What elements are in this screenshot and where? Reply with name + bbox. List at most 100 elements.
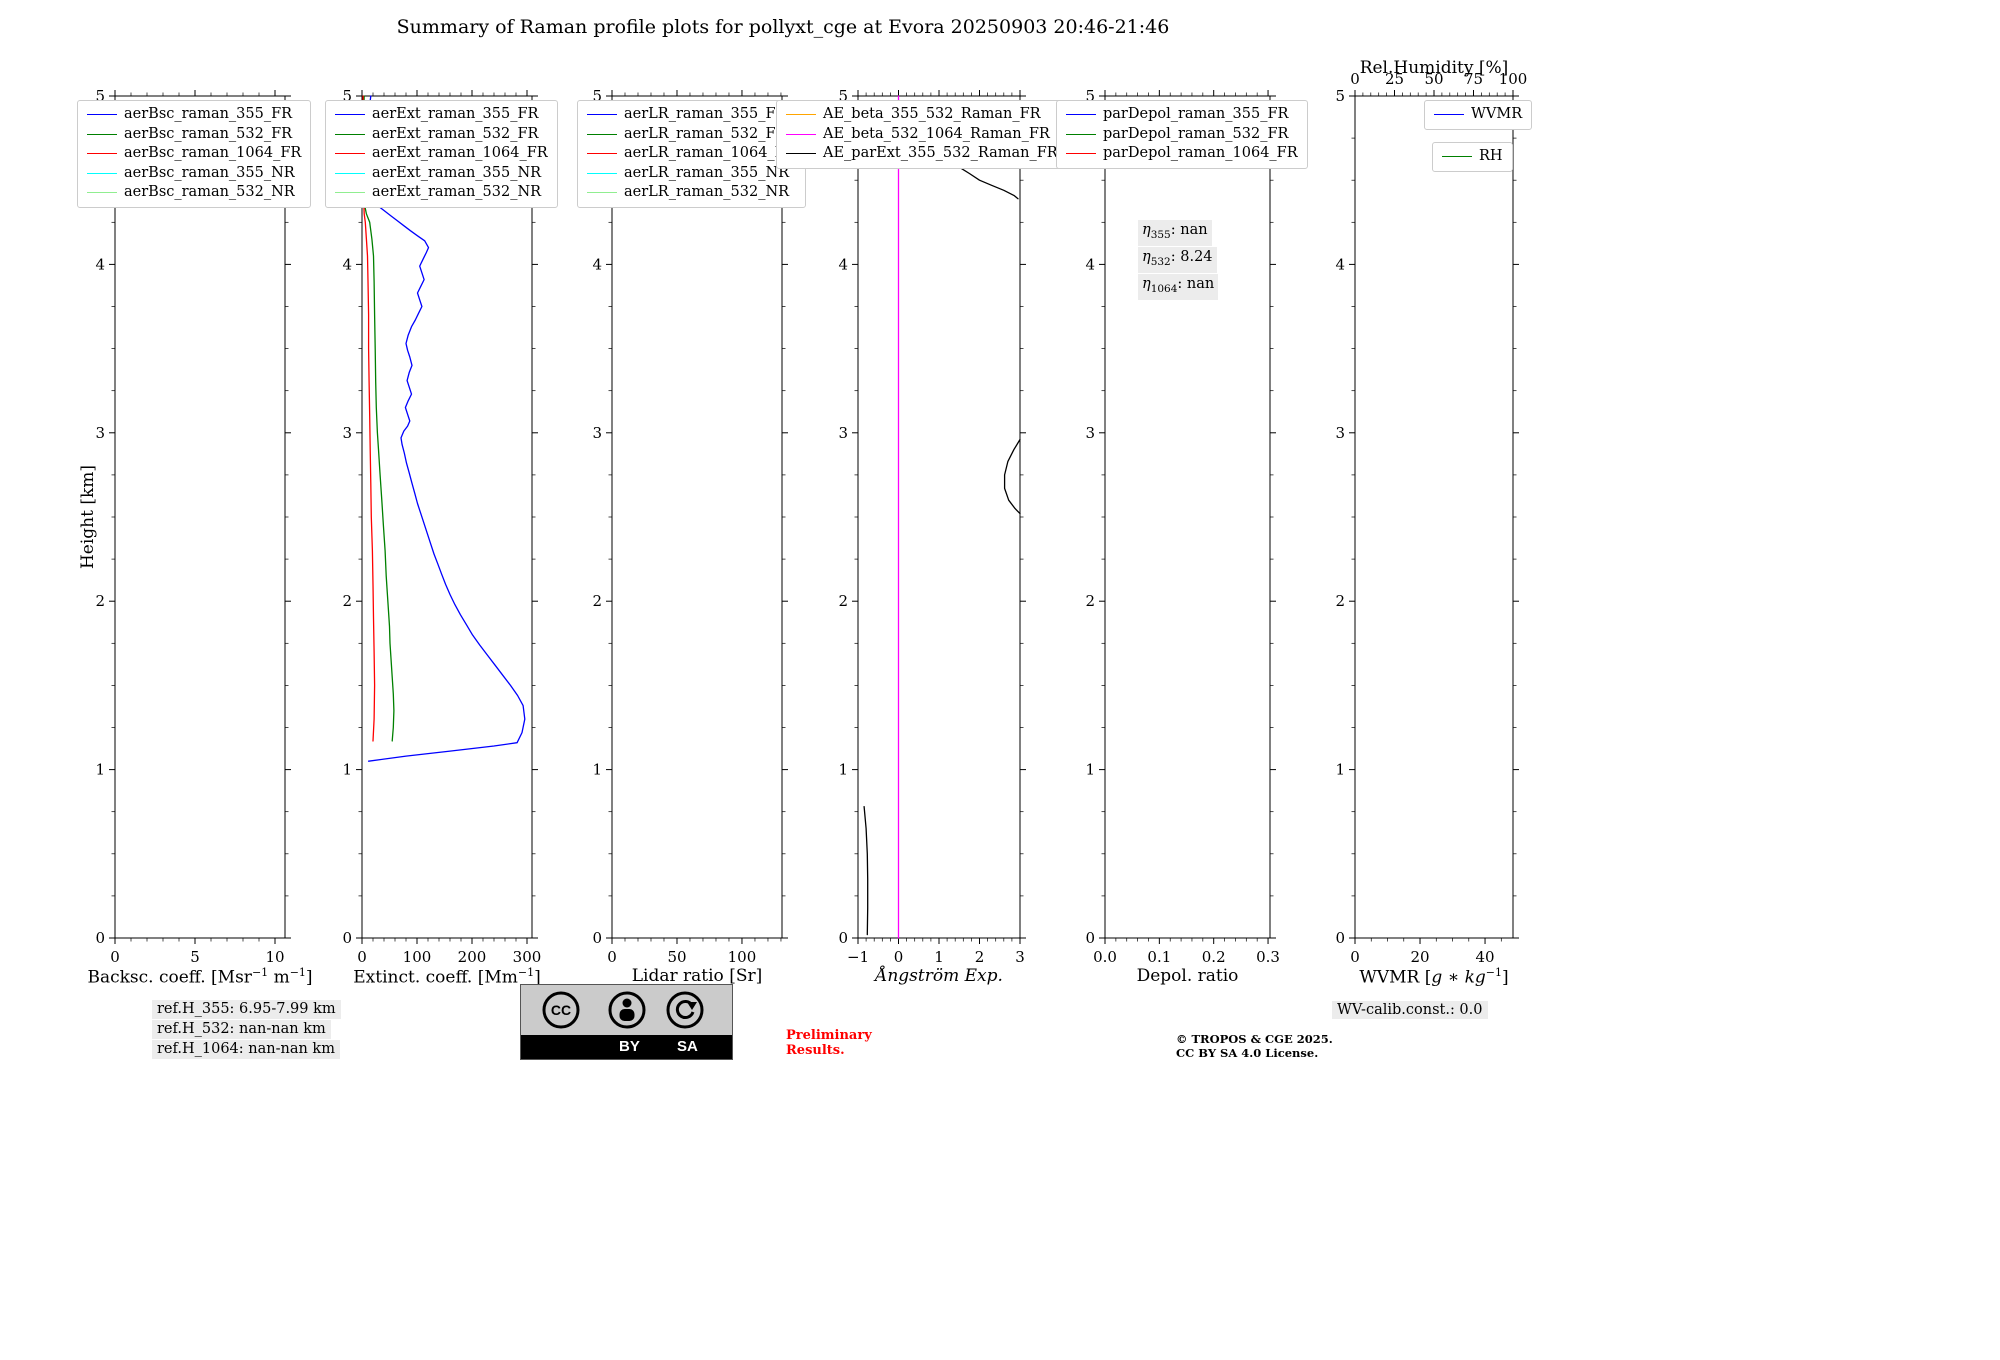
y-tick-label: 4: [95, 255, 105, 273]
series-AE_parExt_355_532_Raman_FR_seg2: [1003, 438, 1021, 515]
legend-entry: aerBsc_raman_355_FR: [87, 105, 301, 125]
y-tick-label: 1: [1085, 761, 1095, 779]
x-axis-label-lidar-ratio: Lidar ratio [Sr]: [632, 966, 762, 986]
legend-label: aerBsc_raman_355_FR: [124, 106, 293, 122]
x-tick-label: 0: [1350, 948, 1360, 966]
panel-backscatter-coeff: 0 5 10 0 1 2 3 4 5: [95, 87, 291, 966]
top-x-tick-label: 75: [1464, 70, 1483, 88]
x-axis-label-depol-ratio: Depol. ratio: [1137, 966, 1239, 986]
y-tick-label: 3: [1335, 424, 1345, 442]
series-AE_parExt_355_532_Raman_FR_seg1: [960, 167, 1019, 200]
x-tick-label: 2: [975, 948, 985, 966]
y-tick-label: 5: [1335, 87, 1345, 105]
top-x-tick-label: 50: [1424, 70, 1443, 88]
legend-line-sample: [1066, 114, 1096, 116]
cc-by-sa-badge: CC BY SA: [520, 984, 733, 1060]
x-axis-label-wvmr: WVMR [g ∗ kg−1]: [1359, 966, 1508, 988]
eta-symbol: η: [1142, 248, 1151, 265]
panel-extinction-coeff: 0 100 200 300 0 1 2 3 4 5: [342, 87, 541, 966]
x-axis-label-segment: WVMR [: [1359, 967, 1432, 988]
x-tick-label: 20: [1410, 948, 1429, 966]
legend-wvmr: WVMR: [1424, 100, 1533, 130]
x-tick-label: 0.1: [1147, 948, 1171, 966]
top-axis-label-wvmr: Rel.Humidity [%]: [1359, 58, 1509, 78]
y-tick-label: 2: [592, 592, 602, 610]
legend-line-sample: [587, 133, 617, 135]
y-tick-label: 2: [838, 592, 848, 610]
legend-extinction-coeff: aerExt_raman_355_FR aerExt_raman_532_FR ae…: [325, 100, 558, 208]
panel-frame: [1354, 95, 1514, 939]
legend-angstroem-exponent: AE_beta_355_532_Raman_FR AE_beta_532_1064…: [776, 100, 1068, 169]
x-axis-label-segment: −1: [289, 966, 306, 979]
eta-line: η355: nan: [1138, 220, 1212, 246]
y-tick-label: 0: [838, 929, 848, 947]
legend-entry: parDepol_raman_1064_FR: [1066, 144, 1298, 164]
sa-arrow-arc: [675, 1000, 695, 1019]
y-tick-label: 5: [1085, 87, 1095, 105]
legend-label: aerLR_raman_355_NR: [624, 164, 790, 181]
y-tick-label: 1: [342, 761, 352, 779]
legend-label: parDepol_raman_1064_FR: [1103, 145, 1298, 161]
x-axis-label-segment: Lidar ratio [Sr]: [631, 966, 763, 986]
ref-h-1064: ref.H_1064: nan-nan km: [152, 1040, 340, 1059]
legend-entry: aerExt_raman_532_NR: [335, 183, 548, 203]
x-axis-label-segment: m: [268, 967, 290, 988]
legend-line-sample: [587, 172, 617, 174]
legend-label: aerBsc_raman_355_NR: [124, 164, 295, 181]
legend-label: WVMR: [1471, 106, 1523, 122]
legend-line-sample: [587, 153, 617, 155]
x-tick-label: 3: [1015, 948, 1025, 966]
x-axis-label-segment: ]: [305, 967, 313, 988]
y-tick-label: 4: [592, 255, 602, 273]
legend-entry: aerLR_raman_532_NR: [587, 183, 796, 203]
legend-entry: parDepol_raman_532_FR: [1066, 125, 1298, 145]
legend-line-sample: [786, 153, 816, 155]
legend-label: aerExt_raman_1064_FR: [372, 145, 548, 161]
y-tick-label: 0: [95, 929, 105, 947]
y-tick-label: 3: [838, 424, 848, 442]
legend-entry: aerBsc_raman_532_FR: [87, 125, 301, 145]
y-tick-label: 3: [342, 424, 352, 442]
cc-badge-icons: CC: [521, 985, 732, 1035]
legend-line-sample: [1066, 133, 1096, 135]
eta-value: : 8.24: [1170, 248, 1213, 265]
legend-entry: aerBsc_raman_1064_FR: [87, 144, 301, 164]
y-tick-label: 5: [95, 87, 105, 105]
x-tick-label: 10: [265, 948, 284, 966]
legend-label: aerLR_raman_1064_FR: [624, 145, 796, 161]
wv-calib-text: WV-calib.const.: 0.0: [1332, 1001, 1488, 1019]
legend-wvmr: RH: [1432, 142, 1513, 172]
legend-entry: aerLR_raman_1064_FR: [587, 144, 796, 164]
y-tick-label: 4: [342, 255, 352, 273]
legend-label: parDepol_raman_355_FR: [1103, 106, 1289, 122]
eta-wavelength: 1064: [1150, 282, 1178, 295]
legend-label: aerLR_raman_532_FR: [624, 125, 787, 142]
legend-line-sample: [87, 153, 117, 155]
legend-entry: aerBsc_raman_532_NR: [87, 183, 301, 203]
legend-entry: AE_beta_355_532_Raman_FR: [786, 105, 1058, 125]
legend-entry: AE_parExt_355_532_Raman_FR: [786, 144, 1058, 164]
y-tick-label: 0: [1085, 929, 1095, 947]
x-tick-label: 0: [607, 948, 617, 966]
x-tick-label: 0: [357, 948, 367, 966]
x-tick-label: 0.0: [1093, 948, 1117, 966]
legend-entry: AE_beta_532_1064_Raman_FR: [786, 125, 1058, 145]
y-tick-label: 3: [1085, 424, 1095, 442]
series-AE_parExt_355_532_Raman_FR_seg3: [863, 805, 869, 936]
panel-depol-ratio: 0.0 0.1 0.2 0.3 0 1 2 3 4 5: [1085, 87, 1280, 966]
eta-value: : nan: [1177, 275, 1215, 292]
y-tick-label: 0: [1335, 929, 1345, 947]
y-tick-label: 2: [1085, 592, 1095, 610]
x-tick-label: 0: [894, 948, 904, 966]
y-tick-label: 3: [95, 424, 105, 442]
legend-label: aerBsc_raman_1064_FR: [124, 145, 302, 161]
legend-line-sample: [1434, 114, 1464, 116]
x-tick-label: 0: [110, 948, 120, 966]
legend-entry: aerExt_raman_355_NR: [335, 164, 548, 184]
x-tick-label: 5: [190, 948, 200, 966]
top-x-tick-label: 100: [1499, 70, 1528, 88]
legend-line-sample: [587, 192, 617, 194]
legend-lidar-ratio: aerLR_raman_355_FR aerLR_raman_532_FR aerL…: [577, 100, 806, 208]
